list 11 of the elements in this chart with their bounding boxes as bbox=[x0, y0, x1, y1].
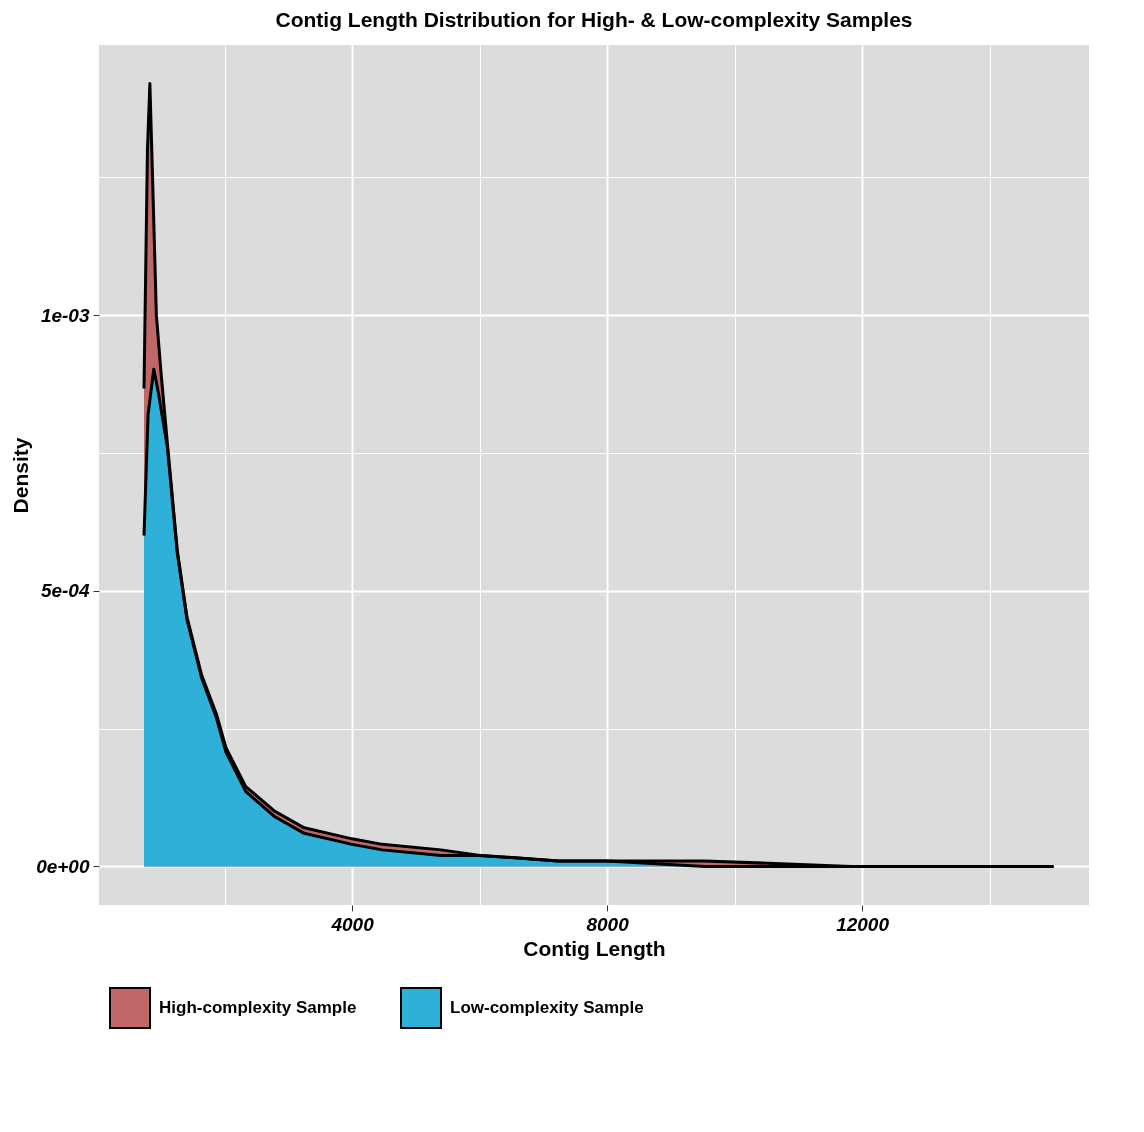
x-tick-label: 12000 bbox=[836, 913, 890, 935]
legend-label: High-complexity Sample bbox=[159, 998, 357, 1017]
x-tick-label: 4000 bbox=[330, 913, 375, 935]
legend-label: Low-complexity Sample bbox=[450, 998, 644, 1017]
y-tick-label: 5e-04 bbox=[40, 580, 90, 602]
y-tick-label: 1e-03 bbox=[40, 304, 90, 326]
x-axis-title: Contig Length bbox=[523, 936, 666, 960]
y-axis-title: Density bbox=[9, 437, 33, 514]
x-tick-label: 8000 bbox=[586, 913, 630, 935]
y-tick-label: 0e+00 bbox=[36, 855, 90, 877]
chart-title: Contig Length Distribution for High- & Low-complexity Samples bbox=[275, 8, 913, 31]
